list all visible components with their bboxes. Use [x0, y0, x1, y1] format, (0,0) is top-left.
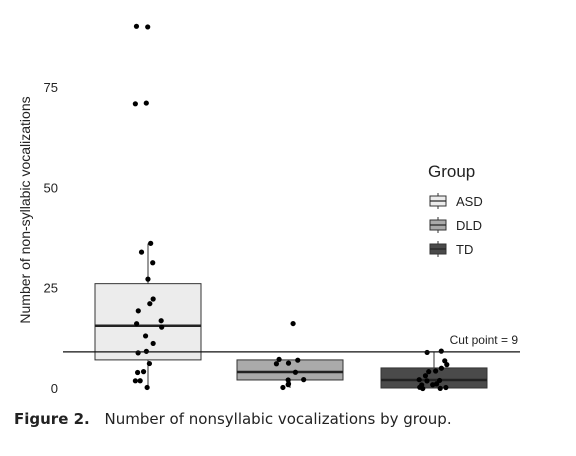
point-td	[438, 365, 445, 371]
data-points	[132, 23, 450, 392]
point-dld	[301, 377, 307, 383]
point-asd	[159, 324, 165, 330]
point-dld	[285, 377, 291, 383]
point-td	[438, 348, 444, 354]
point-td	[417, 384, 423, 390]
point-asd	[145, 24, 151, 30]
point-td	[424, 378, 430, 384]
point-asd	[140, 369, 147, 375]
figure-label: Figure 2.	[14, 410, 90, 428]
box-asd	[94, 243, 202, 388]
point-asd	[135, 369, 141, 376]
point-asd	[132, 101, 138, 107]
point-dld	[285, 381, 292, 387]
point-asd	[158, 318, 164, 324]
box-body	[94, 283, 202, 361]
legend-label-dld: DLD	[456, 218, 482, 233]
point-asd	[145, 276, 151, 282]
y-axis: 0 25 50 75	[44, 80, 58, 396]
point-asd	[146, 360, 153, 367]
point-td	[434, 381, 440, 387]
cut-point-label: Cut point = 9	[450, 333, 519, 347]
point-td	[430, 382, 436, 388]
box-td	[380, 351, 488, 389]
point-asd	[142, 333, 149, 339]
point-asd	[138, 249, 145, 255]
point-asd	[137, 378, 143, 384]
y-tick-label: 0	[51, 381, 58, 396]
y-tick-label: 25	[44, 281, 58, 296]
y-tick-label: 50	[44, 180, 58, 195]
point-asd	[133, 23, 140, 29]
point-dld	[290, 320, 296, 327]
point-td	[433, 368, 439, 374]
point-td	[426, 369, 432, 375]
point-dld	[280, 384, 286, 391]
point-asd	[144, 384, 150, 391]
point-dld	[276, 356, 282, 362]
figure-caption: Figure 2. Number of nonsyllabic vocaliza…	[14, 410, 452, 428]
point-asd	[135, 350, 141, 356]
point-dld	[295, 357, 301, 363]
legend-label-asd: ASD	[456, 194, 483, 209]
cut-point: Cut point = 9	[63, 333, 520, 353]
legend-label-td: TD	[456, 242, 473, 257]
point-td	[443, 384, 449, 391]
point-asd	[132, 378, 138, 384]
point-asd	[150, 260, 156, 266]
point-td	[437, 385, 443, 391]
legend-title: Group	[428, 162, 475, 181]
point-td	[422, 373, 429, 379]
box-dld	[236, 359, 344, 388]
point-td	[436, 377, 443, 384]
point-asd	[150, 296, 156, 302]
y-tick-label: 75	[44, 80, 58, 95]
boxes	[94, 243, 488, 389]
point-td	[442, 358, 448, 364]
point-dld	[285, 360, 292, 366]
point-asd	[134, 321, 140, 327]
legend: Group ASD DLD TD	[428, 162, 483, 257]
box-plot: 0 25 50 75 Number of non-syllabic vocalizat…	[17, 23, 520, 396]
point-asd	[150, 340, 156, 347]
y-axis-label: Number of non-syllabic vocalizations	[17, 96, 33, 323]
point-asd	[135, 308, 141, 314]
point-td	[444, 362, 450, 368]
point-asd	[147, 301, 153, 307]
point-asd	[148, 240, 154, 246]
figure-caption-text: Number of nonsyllabic vocalizations by g…	[104, 410, 452, 428]
point-asd	[143, 100, 149, 106]
point-dld	[273, 361, 280, 367]
point-td	[416, 377, 422, 383]
point-dld	[292, 369, 299, 375]
box-body	[380, 367, 488, 389]
